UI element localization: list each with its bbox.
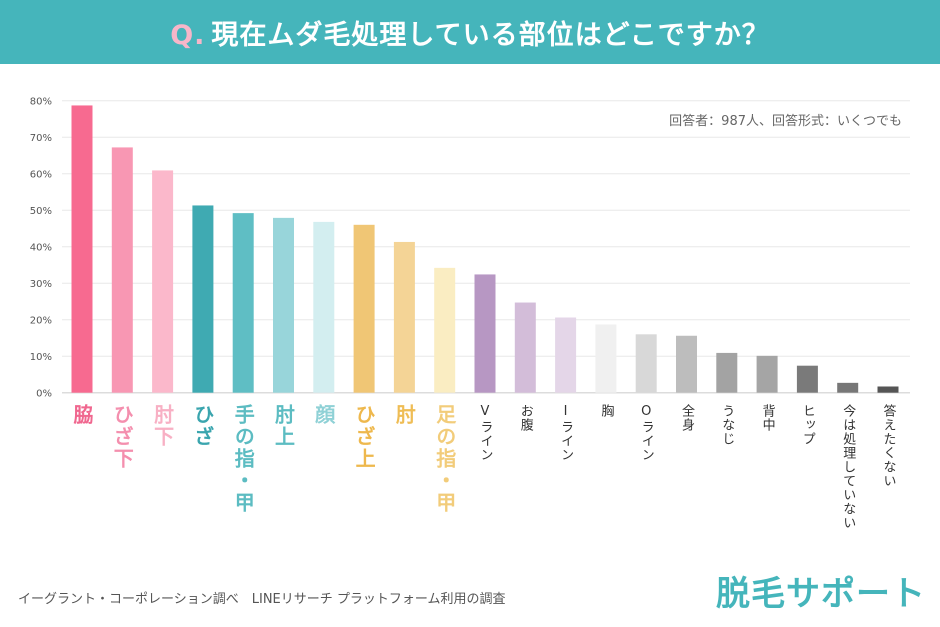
x-category-label: ひざ下 bbox=[110, 404, 135, 470]
x-category-label: ひざ上 bbox=[352, 404, 377, 470]
bar bbox=[232, 213, 254, 393]
bar bbox=[877, 386, 899, 393]
bar bbox=[514, 302, 536, 393]
x-category-label: 胸 bbox=[598, 404, 614, 418]
bar bbox=[353, 224, 375, 393]
y-tick-label: 0% bbox=[36, 389, 52, 400]
x-category-label: 答えたくない bbox=[880, 404, 896, 488]
y-tick-label: 60% bbox=[30, 170, 52, 181]
bar bbox=[635, 334, 657, 393]
y-tick-label: 80% bbox=[30, 97, 52, 108]
x-category-label: ひざ bbox=[190, 404, 215, 448]
bar bbox=[152, 170, 174, 393]
brand-logo: 脱毛サポート bbox=[716, 574, 926, 614]
bar bbox=[756, 355, 778, 393]
y-tick-label: 70% bbox=[30, 133, 52, 144]
bar bbox=[71, 105, 93, 393]
bar bbox=[192, 205, 214, 393]
chart-title: Q. 現在ムダ毛処理している部位はどこですか？ bbox=[170, 13, 770, 52]
x-category-label: 肘上 bbox=[271, 404, 296, 448]
y-tick-label: 50% bbox=[30, 206, 52, 217]
respondent-note: 回答者：987人、回答形式：いくつでも bbox=[669, 114, 902, 129]
x-category-label: 脇 bbox=[70, 404, 94, 426]
x-category-label: 肘 bbox=[392, 404, 417, 426]
x-category-label: Vライン bbox=[477, 404, 493, 462]
y-tick-label: 30% bbox=[30, 279, 52, 290]
x-category-label: お腹 bbox=[517, 404, 533, 432]
bar bbox=[474, 274, 496, 393]
source-text: イーグラント・コーポレーション調べ LINEリサーチ プラットフォーム利用の調査 bbox=[18, 592, 506, 607]
bar bbox=[837, 382, 859, 393]
bar bbox=[434, 267, 456, 393]
x-category-label: Iライン bbox=[558, 404, 574, 462]
bar bbox=[111, 147, 133, 393]
x-category-label: 今は処理していない bbox=[840, 404, 856, 530]
x-category-label: 肘下 bbox=[150, 404, 175, 448]
x-category-label: 全身 bbox=[679, 404, 694, 432]
bar bbox=[393, 241, 415, 393]
bar bbox=[796, 365, 818, 393]
bar bbox=[555, 317, 577, 393]
x-category-label: 手の指・甲 bbox=[231, 404, 256, 514]
x-category-label: 顔 bbox=[311, 404, 336, 426]
bar bbox=[676, 335, 697, 393]
x-category-label: 背中 bbox=[759, 404, 775, 432]
y-tick-label: 10% bbox=[30, 352, 52, 363]
bar bbox=[595, 324, 617, 393]
title-banner: Q. 現在ムダ毛処理している部位はどこですか？ bbox=[0, 0, 940, 64]
x-category-label: 足の指・甲 bbox=[432, 404, 457, 514]
bar bbox=[273, 217, 294, 393]
x-category-label: ヒップ bbox=[799, 404, 815, 446]
bar bbox=[313, 221, 335, 393]
x-category-label: Oライン bbox=[638, 404, 654, 462]
y-tick-label: 40% bbox=[30, 243, 52, 254]
y-tick-label: 20% bbox=[30, 316, 52, 327]
question-text: 現在ムダ毛処理している部位はどこですか？ bbox=[211, 19, 770, 51]
question-mark-label: Q. bbox=[170, 19, 206, 51]
x-category-label: うなじ bbox=[719, 404, 735, 446]
bar bbox=[716, 352, 738, 393]
